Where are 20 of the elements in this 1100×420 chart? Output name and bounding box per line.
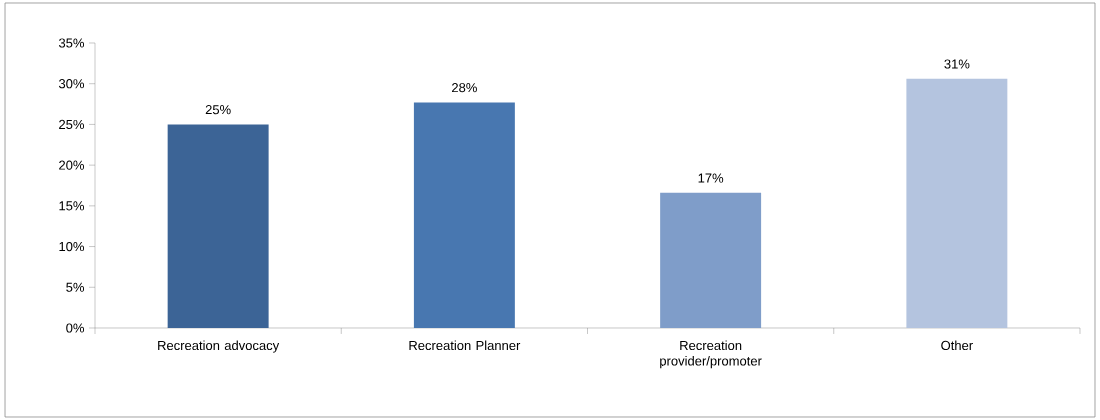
y-tick-label: 30% <box>58 79 85 89</box>
y-tick-label: 35% <box>58 38 85 48</box>
x-tick-label: Other <box>941 340 973 351</box>
bar <box>167 124 269 328</box>
data-label: 17% <box>698 173 724 183</box>
bar <box>413 102 515 328</box>
bar <box>906 78 1008 328</box>
x-tick-label: Recreation provider/promoter <box>660 340 762 369</box>
y-tick-label: 25% <box>59 119 85 130</box>
bar <box>660 192 762 328</box>
x-tick-label: Recreation advocacy <box>158 340 280 353</box>
y-tick-label: 20% <box>59 160 85 170</box>
data-label: 31% <box>944 59 970 69</box>
data-label: 28% <box>452 83 477 93</box>
y-tick-label: 10% <box>59 241 85 252</box>
data-label: 25% <box>205 105 231 115</box>
y-tick-label: 5% <box>66 282 85 292</box>
x-tick-label: Recreation Planner <box>409 340 521 351</box>
y-tick-label: 0% <box>66 323 85 333</box>
y-tick-label: 15% <box>59 201 85 211</box>
